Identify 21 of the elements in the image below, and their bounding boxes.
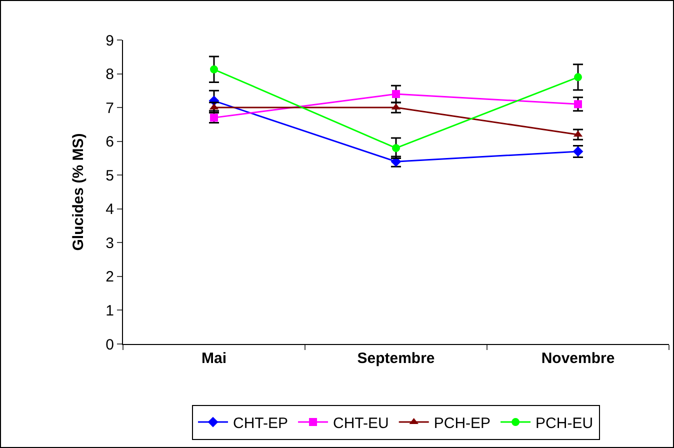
y-tick-label: 3: [106, 234, 114, 252]
legend-label: CHT-EP: [233, 414, 288, 432]
y-tick-label: 2: [106, 268, 114, 286]
y-tick-label: 8: [106, 66, 114, 84]
y-tick-label: 9: [106, 32, 114, 50]
x-tick-label: Novembre: [541, 350, 615, 367]
y-tick-label: 0: [106, 336, 114, 354]
y-axis-title: Glucides (% MS): [70, 133, 87, 251]
legend-label: PCH-EP: [434, 414, 491, 432]
x-tick-label: Septembre: [357, 350, 435, 367]
y-tick-label: 7: [106, 100, 114, 117]
y-tick-label: 6: [106, 134, 114, 151]
point: [210, 65, 218, 74]
y-tick-label: 5: [106, 167, 114, 184]
x-tick-label: Mai: [201, 350, 227, 367]
legend-label: PCH-EU: [536, 414, 594, 432]
y-tick-label: 1: [106, 302, 114, 320]
point: [574, 73, 582, 82]
point: [392, 144, 400, 152]
y-tick-label: 4: [106, 201, 114, 218]
legend-label: CHT-EU: [333, 414, 389, 432]
